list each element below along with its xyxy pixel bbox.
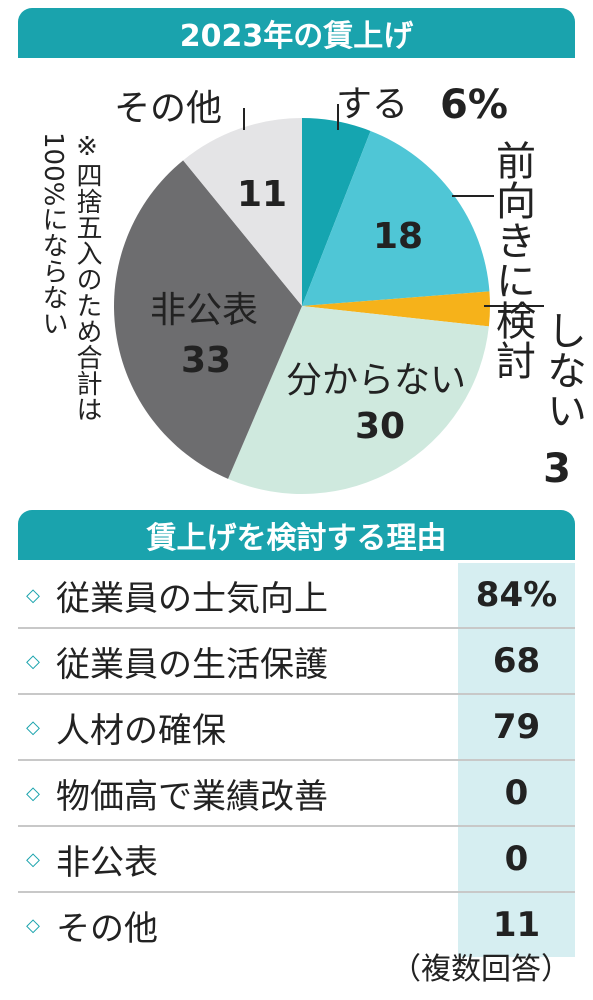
diamond-icon: ◇ [26,782,40,804]
reason-value: 68 [458,629,575,693]
diamond-icon: ◇ [26,584,40,606]
slice-value-unknown: 30 [355,406,405,447]
reason-label: 従業員の士気向上 [56,578,328,619]
pie-chart: する 6% 18 3 分からない 30 非公表 33 その他 11 [113,82,571,494]
table-row: ◇ 人材の確保 79 [18,693,575,759]
reason-value: 84% [458,563,575,627]
slice-value-no: 3 [543,446,571,492]
pie-slice [302,291,490,327]
pie-leaders [243,104,544,307]
slice-value-undisclosed: 33 [181,340,231,381]
reason-value: 79 [458,695,575,759]
slice-value-consider: 18 [373,216,423,257]
reason-label: 人材の確保 [56,710,226,751]
reasons-title-bar: 賃上げを検討する理由 [18,510,575,560]
pie-slice [302,118,371,306]
reasons-table: ◇ 従業員の士気向上 84% ◇ 従業員の生活保護 68 ◇ 人材の確保 79 … [18,563,575,957]
reason-value: 0 [458,827,575,891]
reason-value: 11 [458,893,575,957]
table-row: ◇ 物価高で業績改善 0 [18,759,575,825]
pie-title: 2023年の賃上げ [179,19,414,54]
pie-texts: する 6% 18 3 分からない 30 非公表 33 その他 11 [114,82,571,492]
reason-label: 物価高で業績改善 [56,776,328,817]
multiple-answer-note: （複数回答） [391,952,571,987]
slice-label-undisclosed: 非公表 [150,290,258,331]
slice-label-consider: 前向きに検討 [489,140,535,380]
table-row: ◇ 非公表 0 [18,825,575,891]
table-row: ◇ その他 11 [18,891,575,957]
reason-value: 0 [458,761,575,825]
slice-value-yes: 6% [440,82,508,128]
pie-slice [228,306,489,494]
rounding-note: ※四捨五入のため合計は100%にならない [38,132,102,422]
diamond-icon: ◇ [26,914,40,936]
diamond-icon: ◇ [26,716,40,738]
pie-slice [302,130,490,306]
diamond-icon: ◇ [26,848,40,870]
slice-label-yes: する [336,84,408,125]
pie-title-bar: 2023年の賃上げ [18,8,575,58]
pie-slices [113,118,490,494]
slice-label-other: その他 [114,88,222,129]
slice-label-unknown: 分からない [286,360,466,401]
slice-label-no: しない [540,310,586,430]
pie-slice [183,118,302,306]
reason-label: 非公表 [56,842,158,883]
diamond-icon: ◇ [26,650,40,672]
reasons-title: 賃上げを検討する理由 [146,521,447,556]
table-row: ◇ 従業員の士気向上 84% [18,563,575,627]
reason-label: その他 [56,908,158,949]
reason-label: 従業員の生活保護 [56,644,328,685]
pie-slice [113,160,302,479]
slice-value-other: 11 [237,174,287,215]
table-row: ◇ 従業員の生活保護 68 [18,627,575,693]
